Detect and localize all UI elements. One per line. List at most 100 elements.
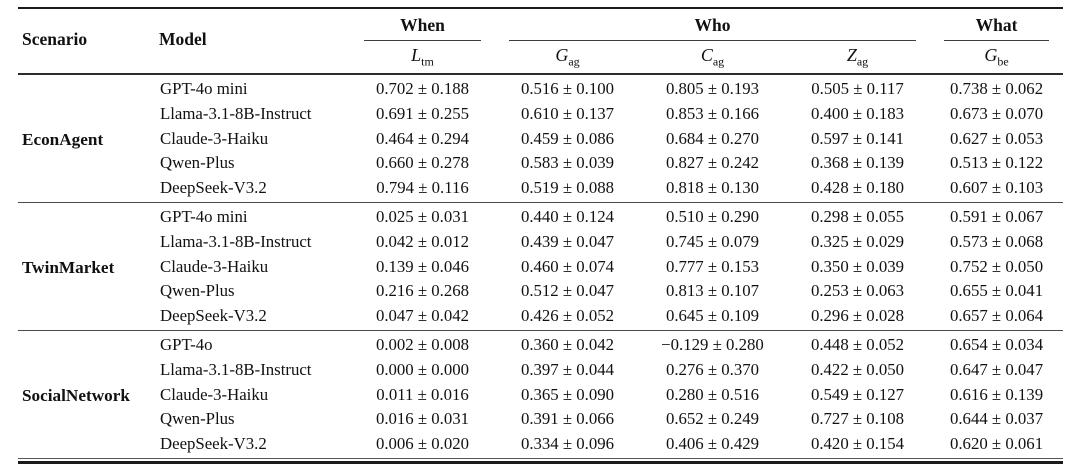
- table-row: Llama-3.1-8B-Instruct 0.000 ± 0.000 0.397 …: [18, 358, 1063, 383]
- value-cell: 0.400 ± 0.183: [810, 103, 905, 123]
- value-cell: 0.000 ± 0.000: [375, 359, 470, 379]
- value-cell: 0.439 ± 0.047: [520, 231, 615, 251]
- when-group-rule: [364, 40, 481, 42]
- value-cell: 0.460 ± 0.074: [520, 256, 615, 276]
- value-cell: 0.727 ± 0.108: [810, 409, 905, 429]
- value-cell: 0.607 ± 0.103: [949, 177, 1044, 197]
- value-cell: 0.002 ± 0.008: [375, 335, 470, 355]
- table-row: DeepSeek-V3.2 0.794 ± 0.116 0.519 ± 0.088 0…: [18, 176, 1063, 203]
- model-cell: Llama-3.1-8B-Instruct: [160, 103, 312, 123]
- value-cell: −0.129 ± 0.280: [661, 335, 764, 355]
- value-cell: 0.276 ± 0.370: [665, 359, 760, 379]
- value-cell: 0.691 ± 0.255: [375, 103, 470, 123]
- metric-symbol: G: [984, 45, 998, 66]
- value-cell: 0.519 ± 0.088: [520, 177, 615, 197]
- value-cell: 0.422 ± 0.050: [810, 359, 905, 379]
- model-cell: Claude-3-Haiku: [160, 384, 269, 404]
- value-cell: 0.406 ± 0.429: [665, 433, 760, 453]
- value-cell: 0.591 ± 0.067: [949, 207, 1044, 227]
- value-cell: 0.597 ± 0.141: [810, 128, 905, 148]
- value-cell: 0.660 ± 0.278: [375, 153, 470, 173]
- table-row: EconAgent GPT-4o mini 0.702 ± 0.188 0.516 ±…: [18, 74, 1063, 148]
- value-cell: 0.644 ± 0.037: [949, 409, 1044, 429]
- results-table-container: Scenario Model When Who What Ltm Gag: [18, 7, 1064, 464]
- value-cell: 0.512 ± 0.047: [520, 281, 615, 301]
- model-cell: Qwen-Plus: [160, 153, 235, 173]
- model-cell: GPT-4o mini: [160, 207, 248, 227]
- metric-header-cag: Cag: [640, 41, 785, 74]
- table-row: Claude-3-Haiku 0.139 ± 0.046 0.460 ± 0.074…: [18, 255, 1063, 280]
- value-cell: 0.652 ± 0.249: [665, 409, 760, 429]
- value-cell: 0.702 ± 0.188: [375, 79, 470, 99]
- value-cell: 0.360 ± 0.042: [520, 335, 615, 355]
- metric-header-zag: Zag: [785, 41, 930, 74]
- table-row: Llama-3.1-8B-Instruct 0.691 ± 0.255 0.610 …: [18, 102, 1063, 127]
- value-cell: 0.459 ± 0.086: [520, 128, 615, 148]
- metric-symbol: C: [700, 45, 713, 66]
- value-cell: 0.620 ± 0.061: [949, 433, 1044, 453]
- table-row: Claude-3-Haiku 0.011 ± 0.016 0.365 ± 0.090…: [18, 383, 1063, 408]
- column-header-model: Model: [159, 28, 207, 49]
- scenario-cell: TwinMarket: [22, 257, 115, 277]
- model-cell: Claude-3-Haiku: [160, 128, 269, 148]
- value-cell: 0.325 ± 0.029: [810, 231, 905, 251]
- value-cell: 0.818 ± 0.130: [665, 177, 760, 197]
- value-cell: 0.647 ± 0.047: [949, 359, 1044, 379]
- model-cell: Llama-3.1-8B-Instruct: [160, 231, 312, 251]
- value-cell: 0.777 ± 0.153: [665, 256, 760, 276]
- value-cell: 0.853 ± 0.166: [665, 103, 760, 123]
- metric-symbol: L: [411, 45, 422, 66]
- value-cell: 0.794 ± 0.116: [376, 177, 469, 197]
- value-cell: 0.673 ± 0.070: [949, 103, 1044, 123]
- value-cell: 0.350 ± 0.039: [810, 256, 905, 276]
- value-cell: 0.428 ± 0.180: [810, 177, 905, 197]
- table-header: Scenario Model When Who What Ltm Gag: [18, 8, 1064, 75]
- value-cell: 0.655 ± 0.041: [949, 281, 1044, 301]
- group-label-who: Who: [694, 15, 731, 35]
- scenario-block: TwinMarket GPT-4o mini 0.025 ± 0.031 0.440 …: [18, 202, 1064, 331]
- value-cell: 0.420 ± 0.154: [810, 433, 905, 453]
- value-cell: 0.139 ± 0.046: [375, 256, 470, 276]
- value-cell: 0.752 ± 0.050: [949, 256, 1044, 276]
- group-label-when: When: [400, 15, 445, 35]
- value-cell: 0.296 ± 0.028: [810, 305, 905, 325]
- table-row: DeepSeek-V3.2 0.047 ± 0.042 0.426 ± 0.052 0…: [18, 304, 1063, 331]
- value-cell: 0.464 ± 0.294: [375, 128, 470, 148]
- metric-subscript: tm: [421, 54, 434, 69]
- scenario-cell: SocialNetwork: [22, 385, 130, 405]
- table-row: Claude-3-Haiku 0.464 ± 0.294 0.459 ± 0.086…: [18, 127, 1063, 152]
- group-label-what: What: [975, 15, 1018, 35]
- value-cell: 0.006 ± 0.020: [375, 433, 470, 453]
- model-cell: DeepSeek-V3.2: [160, 305, 267, 325]
- metric-header-gag: Gag: [495, 41, 640, 74]
- value-cell: 0.025 ± 0.031: [375, 207, 470, 227]
- value-cell: 0.510 ± 0.290: [665, 207, 760, 227]
- table-row: Qwen-Plus 0.016 ± 0.031 0.391 ± 0.066 0.652…: [18, 407, 1063, 432]
- value-cell: 0.448 ± 0.052: [810, 335, 905, 355]
- value-cell: 0.627 ± 0.053: [949, 128, 1044, 148]
- value-cell: 0.573 ± 0.068: [949, 231, 1044, 251]
- table-row: SocialNetwork GPT-4o 0.002 ± 0.008 0.360 ± …: [18, 331, 1063, 404]
- value-cell: 0.011 ± 0.016: [376, 384, 469, 404]
- table-bottom-rule: [18, 461, 1063, 464]
- model-cell: DeepSeek-V3.2: [160, 433, 267, 453]
- value-cell: 0.610 ± 0.137: [520, 103, 615, 123]
- value-cell: 0.657 ± 0.064: [949, 305, 1044, 325]
- model-cell: Qwen-Plus: [160, 281, 235, 301]
- table-row: Qwen-Plus 0.660 ± 0.278 0.583 ± 0.039 0.827…: [18, 151, 1063, 176]
- value-cell: 0.684 ± 0.270: [665, 128, 760, 148]
- scenario-block: SocialNetwork GPT-4o 0.002 ± 0.008 0.360 ± …: [18, 330, 1064, 459]
- value-cell: 0.016 ± 0.031: [375, 409, 470, 429]
- value-cell: 0.827 ± 0.242: [665, 153, 760, 173]
- value-cell: 0.397 ± 0.044: [520, 359, 615, 379]
- value-cell: 0.047 ± 0.042: [375, 305, 470, 325]
- value-cell: 0.280 ± 0.516: [665, 384, 760, 404]
- scenario-block: EconAgent GPT-4o mini 0.702 ± 0.188 0.516 ±…: [18, 74, 1064, 203]
- value-cell: 0.645 ± 0.109: [665, 305, 760, 325]
- value-cell: 0.583 ± 0.039: [520, 153, 615, 173]
- who-group-rule: [509, 40, 917, 42]
- group-header-who: Who: [495, 8, 930, 42]
- table-row: Qwen-Plus 0.216 ± 0.268 0.512 ± 0.047 0.813…: [18, 279, 1063, 304]
- value-cell: 0.334 ± 0.096: [520, 433, 615, 453]
- model-cell: Llama-3.1-8B-Instruct: [160, 359, 312, 379]
